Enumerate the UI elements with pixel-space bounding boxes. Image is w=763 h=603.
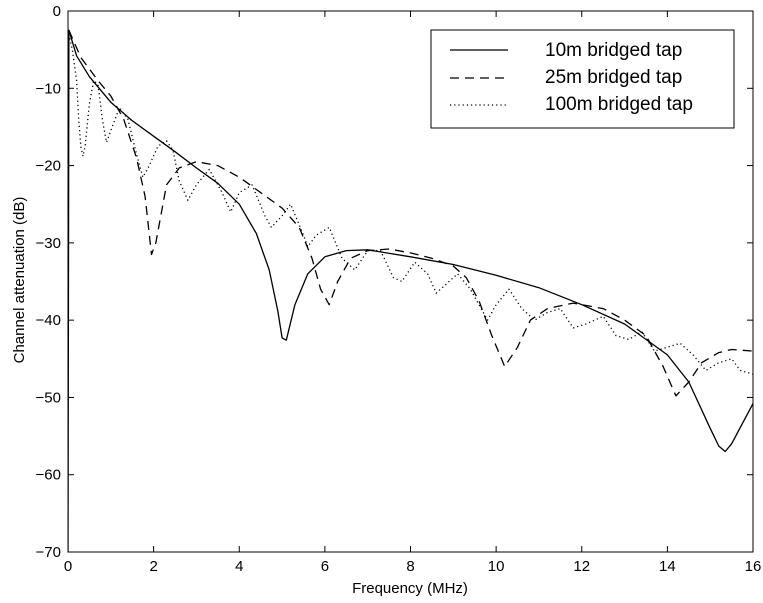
x-tick-label: 4: [235, 558, 243, 575]
x-axis-title: Frequency (MHz): [352, 580, 468, 597]
x-tick-label: 2: [149, 558, 157, 575]
x-tick-label: 12: [573, 558, 590, 575]
legend-label-25m: 25m bridged tap: [545, 67, 682, 88]
series-line-1: [68, 30, 753, 397]
legend-label-10m: 10m bridged tap: [545, 40, 682, 61]
y-tick-label: −20: [36, 158, 61, 175]
legend: 10m bridged tap 25m bridged tap 100m bri…: [430, 29, 735, 129]
legend-label-100m: 100m bridged tap: [545, 94, 693, 115]
y-tick-label: −10: [36, 80, 61, 97]
series-lines: [68, 29, 753, 552]
y-tick-label: 0: [53, 3, 61, 20]
y-axis-title: Channel attenuation (dB): [11, 197, 28, 364]
y-tick-label: −30: [36, 235, 61, 252]
x-tick-label: 10: [488, 558, 505, 575]
y-axis: 0 −10 −20 −30 −40 −50 −60 −70: [36, 3, 753, 561]
legend-box: [430, 29, 735, 129]
y-tick-label: −40: [36, 312, 61, 329]
x-tick-label: 6: [321, 558, 329, 575]
y-tick-label: −50: [36, 389, 61, 406]
y-tick-label: −60: [36, 467, 61, 484]
x-tick-label: 8: [406, 558, 414, 575]
y-tick-label: −70: [36, 544, 61, 561]
x-tick-label: 16: [745, 558, 762, 575]
x-tick-label: 0: [64, 558, 72, 575]
x-tick-label: 14: [659, 558, 676, 575]
series-line-0: [68, 29, 753, 552]
x-axis: 0 2 4 6 8 10 12 14 16: [64, 11, 762, 575]
